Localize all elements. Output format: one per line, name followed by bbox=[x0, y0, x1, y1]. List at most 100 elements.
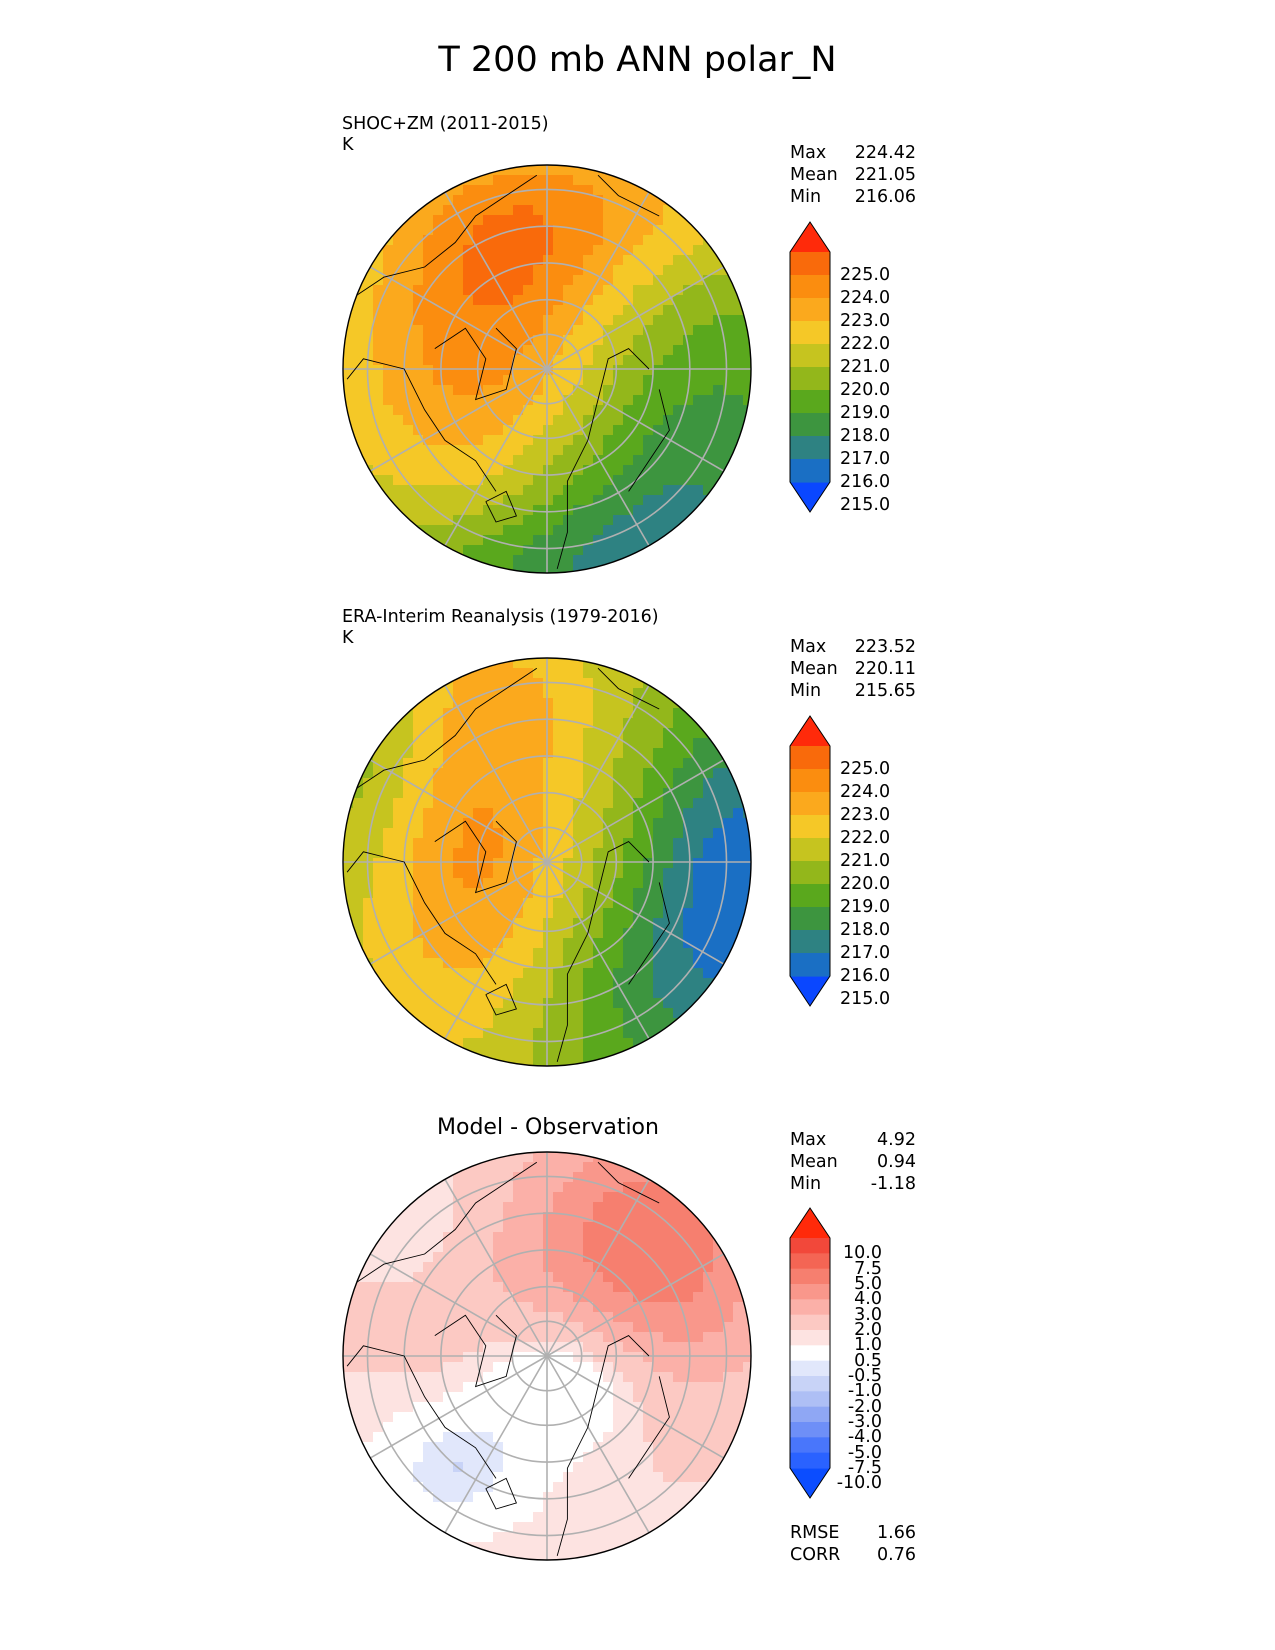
colorbar-tick-label: 220.0 bbox=[840, 874, 891, 894]
diff-mean: 0.94 bbox=[877, 1152, 916, 1172]
colorbar-tick-label: -2.0 bbox=[847, 1396, 882, 1417]
colorbar-band bbox=[790, 1360, 830, 1377]
colorbar-tick-label: 224.0 bbox=[840, 288, 891, 308]
colorbar-tick-label: 222.0 bbox=[840, 334, 891, 354]
figure-title: T 200 mb ANN polar_N bbox=[438, 40, 837, 80]
colorbar-tick-label: 221.0 bbox=[840, 357, 891, 377]
graticule bbox=[343, 658, 751, 1066]
coastlines bbox=[346, 174, 670, 570]
obs-colorbar bbox=[789, 715, 831, 1007]
colorbar-tick-label: -7.5 bbox=[847, 1458, 882, 1478]
colorbar-band bbox=[790, 907, 830, 931]
colorbar-band bbox=[790, 861, 830, 885]
colorbar-tick-label: 0.5 bbox=[854, 1350, 882, 1371]
colorbar-band bbox=[790, 1422, 830, 1438]
field-cells bbox=[343, 1152, 751, 1560]
panel-title-model: SHOC+ZM (2011-2015) K bbox=[342, 114, 549, 155]
colorbar-band bbox=[790, 1299, 830, 1316]
obs-stats: Max 223.52 Mean 220.11 Min 215.65 bbox=[790, 637, 916, 701]
coastlines bbox=[346, 1161, 670, 1557]
colorbar-tick-label: -10.0 bbox=[836, 1473, 882, 1494]
colorbar-tick-label: 10.0 bbox=[843, 1243, 882, 1264]
obs-max: 223.52 bbox=[854, 637, 916, 657]
colorbar-tick-label: 218.0 bbox=[840, 426, 891, 446]
diff-min: -1.18 bbox=[870, 1174, 916, 1194]
graticule bbox=[343, 1152, 751, 1560]
obs-mean: 220.11 bbox=[854, 659, 916, 679]
colorbar-tick-label: 225.0 bbox=[840, 759, 891, 779]
colorbar-tick-label: -1.0 bbox=[847, 1381, 882, 1402]
colorbar-band bbox=[790, 1284, 830, 1300]
colorbar-band bbox=[790, 1391, 830, 1408]
obs-polar-map bbox=[342, 657, 752, 1067]
colorbar-band bbox=[790, 1314, 830, 1331]
colorbar-tick-label: 225.0 bbox=[840, 265, 891, 285]
colorbar-tick-label: 215.0 bbox=[840, 989, 891, 1009]
colorbar-tick-label: 219.0 bbox=[840, 897, 891, 917]
colorbar-band bbox=[790, 1345, 830, 1362]
colorbar-tick-label: 216.0 bbox=[840, 472, 891, 492]
colorbar-band bbox=[790, 746, 830, 770]
colorbar-extend-min bbox=[790, 1468, 830, 1498]
colorbar-tick-label: 223.0 bbox=[840, 311, 891, 331]
field-cells bbox=[343, 658, 751, 1066]
colorbar-band bbox=[790, 252, 830, 276]
coastlines bbox=[346, 667, 670, 1063]
colorbar-band bbox=[790, 367, 830, 391]
model-stats: Max 224.42 Mean 221.05 Min 216.06 bbox=[790, 143, 916, 207]
colorbar-band bbox=[790, 275, 830, 299]
colorbar-band bbox=[790, 1437, 830, 1454]
colorbar-band bbox=[790, 1330, 830, 1346]
colorbar-band bbox=[790, 1406, 830, 1423]
colorbar-tick-label: 223.0 bbox=[840, 805, 891, 825]
colorbar-band bbox=[790, 390, 830, 414]
colorbar-tick-label: 5.0 bbox=[854, 1274, 882, 1294]
diff-polar-map bbox=[342, 1151, 752, 1561]
model-max: 224.42 bbox=[854, 143, 916, 163]
map-boundary bbox=[342, 164, 752, 574]
model-min: 216.06 bbox=[854, 187, 916, 207]
colorbar-band bbox=[790, 953, 830, 977]
colorbar-band bbox=[790, 459, 830, 483]
colorbar-extend-min bbox=[790, 976, 830, 1006]
colorbar-tick-label: 221.0 bbox=[840, 851, 891, 871]
colorbar-band bbox=[790, 1268, 830, 1285]
diff-colorbar bbox=[789, 1207, 831, 1499]
colorbar-tick-label: 218.0 bbox=[840, 920, 891, 940]
diff-stats: Max 4.92 Mean 0.94 Min -1.18 bbox=[790, 1130, 916, 1194]
colorbar-band bbox=[790, 344, 830, 368]
graticule bbox=[343, 165, 751, 573]
colorbar-tick-label: 216.0 bbox=[840, 966, 891, 986]
colorbar-band bbox=[790, 838, 830, 862]
model-mean: 221.05 bbox=[854, 165, 916, 185]
colorbar-tick-label: 224.0 bbox=[840, 782, 891, 802]
model-polar-map bbox=[342, 164, 752, 574]
map-boundary bbox=[342, 657, 752, 1067]
colorbar-tick-label: -4.0 bbox=[847, 1427, 882, 1448]
colorbar-tick-label: 3.0 bbox=[854, 1304, 882, 1325]
colorbar-tick-label: 215.0 bbox=[840, 495, 891, 515]
diff-metrics: RMSE 1.66 CORR 0.76 bbox=[790, 1523, 916, 1565]
obs-min: 215.65 bbox=[854, 681, 916, 701]
colorbar-tick-label: 217.0 bbox=[840, 943, 891, 963]
colorbar-band bbox=[790, 884, 830, 908]
panel-title-obs: ERA-Interim Reanalysis (1979-2016) K bbox=[342, 607, 659, 648]
colorbar-band bbox=[790, 930, 830, 954]
colorbar-tick-label: 4.0 bbox=[854, 1289, 882, 1310]
colorbar-band bbox=[790, 1253, 830, 1270]
colorbar-band bbox=[790, 1452, 830, 1469]
colorbar-tick-label: 222.0 bbox=[840, 828, 891, 848]
rmse-value: 1.66 bbox=[877, 1523, 916, 1543]
colorbar-tick-label: 219.0 bbox=[840, 403, 891, 423]
colorbar-band bbox=[790, 436, 830, 460]
colorbar-tick-label: 217.0 bbox=[840, 449, 891, 469]
colorbar-band bbox=[790, 321, 830, 345]
colorbar-band bbox=[790, 769, 830, 793]
colorbar-band bbox=[790, 792, 830, 816]
diff-max: 4.92 bbox=[877, 1130, 916, 1150]
colorbar-band bbox=[790, 298, 830, 322]
colorbar-tick-label: 7.5 bbox=[854, 1258, 882, 1279]
colorbar-tick-label: 2.0 bbox=[854, 1320, 882, 1340]
colorbar-band bbox=[790, 1376, 830, 1392]
colorbar-band bbox=[790, 815, 830, 839]
